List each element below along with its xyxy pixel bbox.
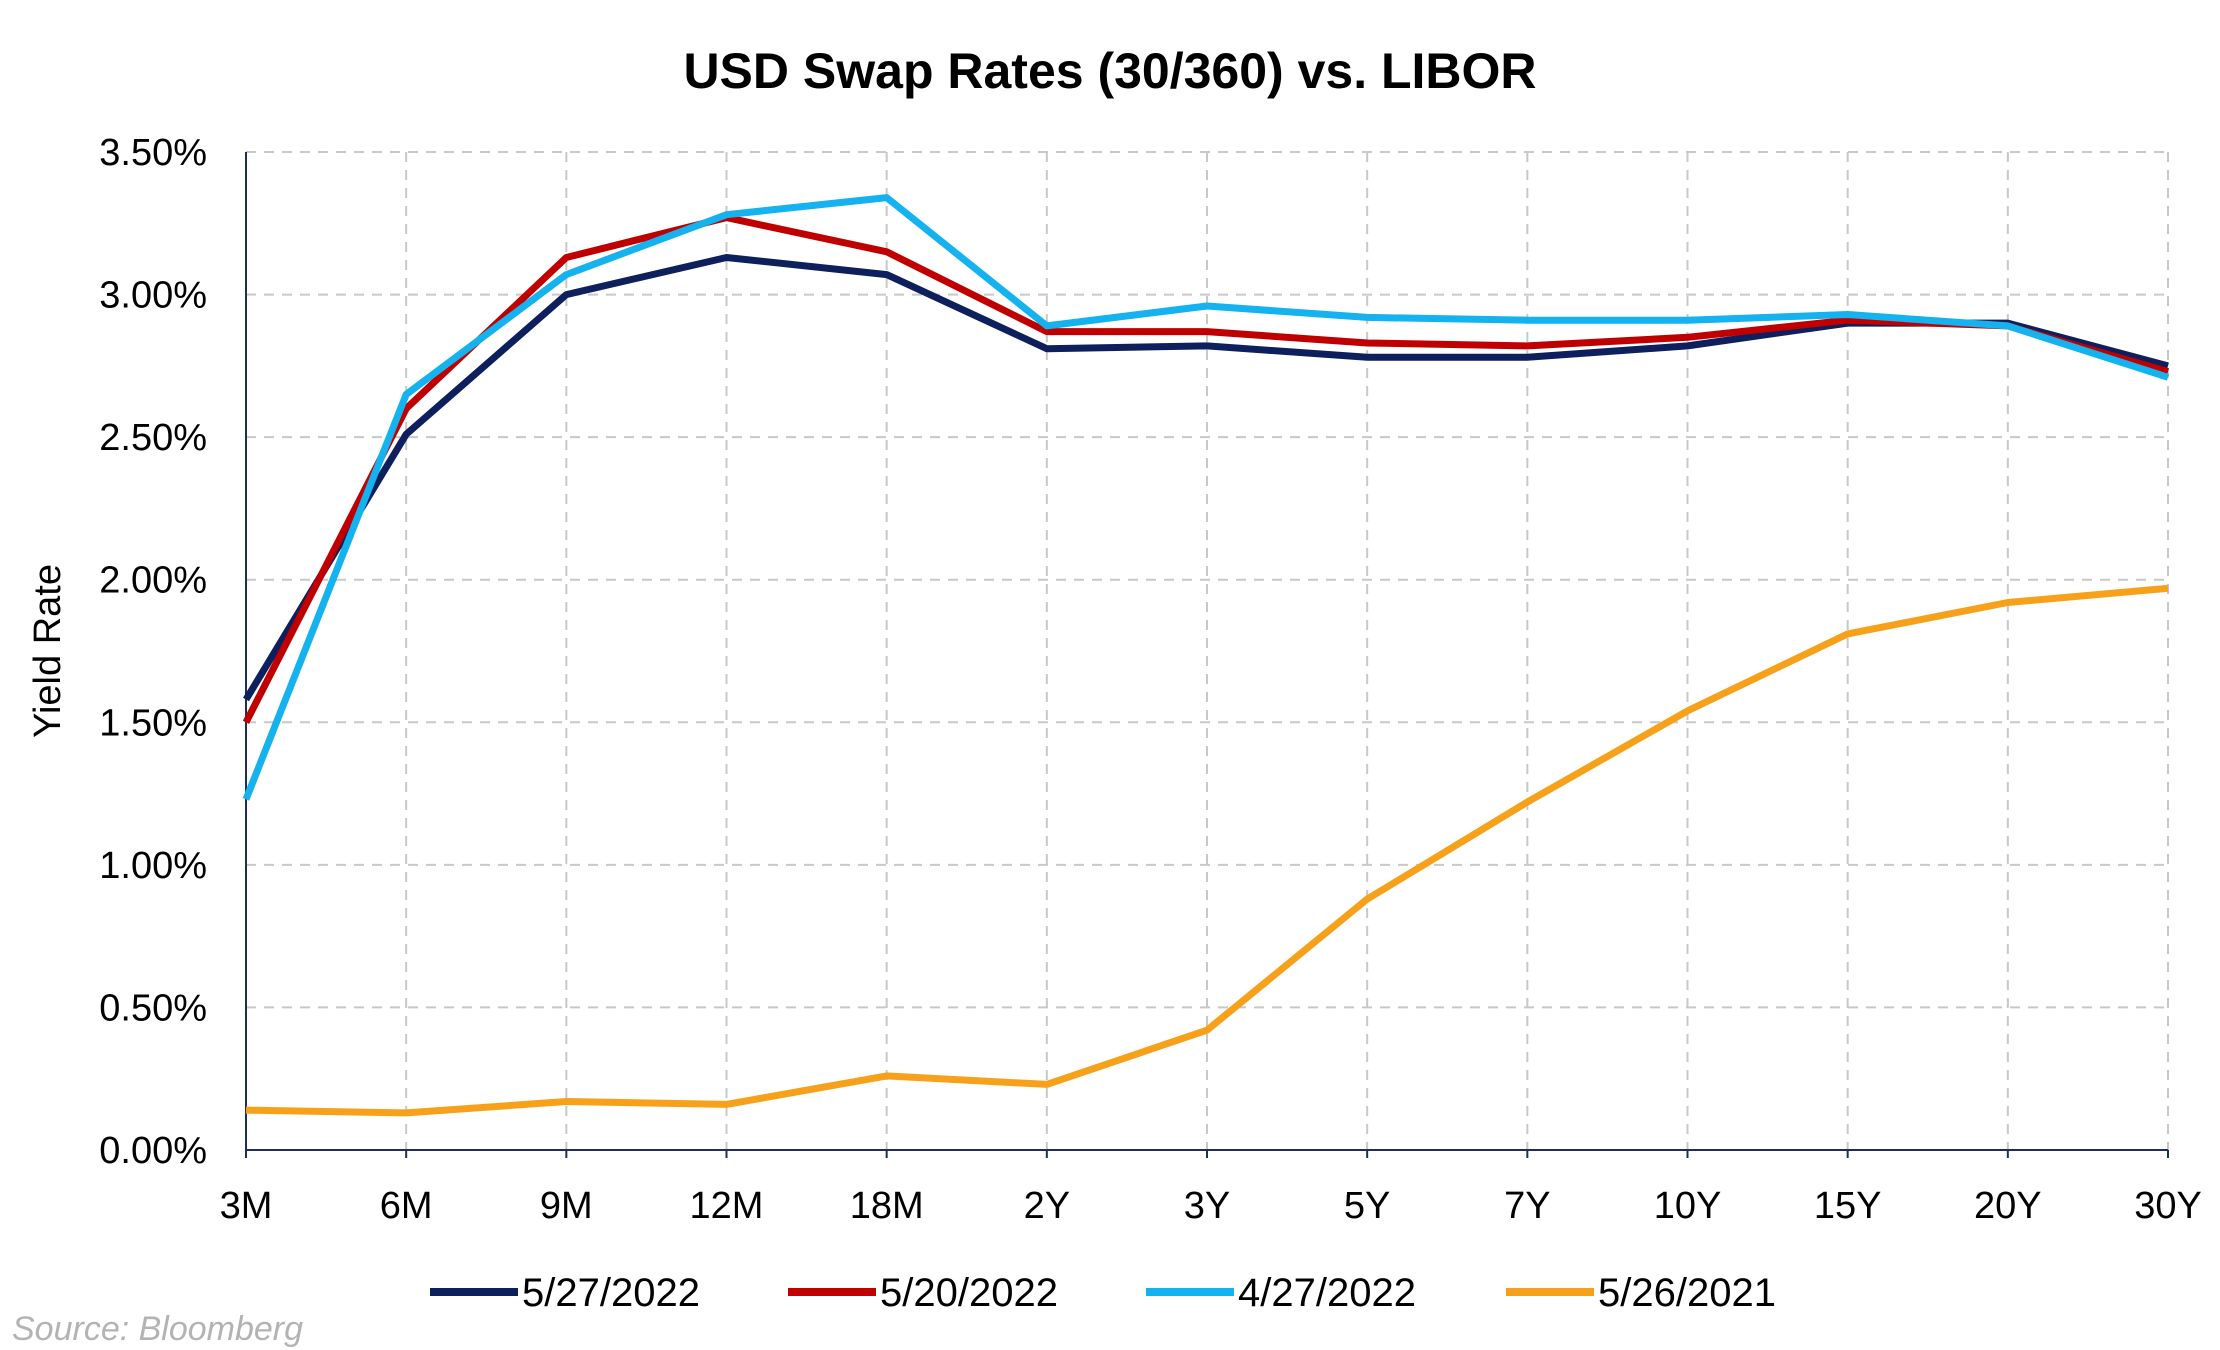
legend-item: 5/26/2021 xyxy=(1506,1271,1776,1315)
x-tick-label: 12M xyxy=(690,1185,764,1227)
chart-title: USD Swap Rates (30/360) vs. LIBOR xyxy=(683,43,1536,99)
x-tick-label: 3M xyxy=(220,1185,273,1227)
gridlines xyxy=(246,151,2169,1150)
x-tick-label: 10Y xyxy=(1654,1185,1722,1227)
y-tick-label: 3.50% xyxy=(99,132,207,174)
x-tick-labels: 3M 6M 9M 12M 18M 2Y 3Y 5Y 7Y 10Y 15Y 20Y 30Y xyxy=(220,1185,2202,1227)
y-tick-label: 1.50% xyxy=(99,702,207,744)
x-tick-label: 5Y xyxy=(1344,1185,1390,1227)
y-tick-label: 2.50% xyxy=(99,417,207,459)
legend-label: 4/27/2022 xyxy=(1238,1271,1416,1315)
y-tick-label: 2.00% xyxy=(99,560,207,602)
x-tick-label: 30Y xyxy=(2134,1185,2202,1227)
legend-item: 5/20/2022 xyxy=(788,1271,1058,1315)
x-tick-label: 15Y xyxy=(1814,1185,1882,1227)
x-tick-label: 18M xyxy=(850,1185,924,1227)
x-tick-label: 9M xyxy=(540,1185,593,1227)
series-line-5-20-2022 xyxy=(242,214,2169,724)
axes xyxy=(245,152,2169,1158)
legend-item: 5/27/2022 xyxy=(430,1271,700,1315)
series-line-5-26-2021 xyxy=(245,584,2169,1117)
x-tick-label: 7Y xyxy=(1504,1185,1550,1227)
y-tick-label: 0.00% xyxy=(99,1130,207,1172)
y-axis-title: Yield Rate xyxy=(27,564,69,738)
legend: 5/27/2022 5/20/2022 4/27/2022 5/26/2021 xyxy=(430,1271,1776,1315)
y-tick-label: 1.00% xyxy=(99,845,207,887)
x-tick-label: 20Y xyxy=(1974,1185,2042,1227)
legend-label: 5/27/2022 xyxy=(522,1271,700,1315)
series-lines xyxy=(242,194,2170,1117)
legend-item: 4/27/2022 xyxy=(1146,1271,1416,1315)
x-tick-label: 2Y xyxy=(1024,1185,1070,1227)
y-tick-label: 0.50% xyxy=(99,987,207,1029)
y-tick-labels: 0.00% 0.50% 1.00% 1.50% 2.00% 2.50% 3.00% 3.50% xyxy=(99,132,207,1172)
series-line-4-27-2022 xyxy=(242,194,2170,801)
y-tick-label: 3.00% xyxy=(99,275,207,317)
source-note: Source: Bloomberg xyxy=(12,1310,303,1348)
x-tick-label: 3Y xyxy=(1184,1185,1230,1227)
x-tick-label: 6M xyxy=(380,1185,433,1227)
legend-label: 5/26/2021 xyxy=(1598,1271,1776,1315)
legend-label: 5/20/2022 xyxy=(880,1271,1058,1315)
